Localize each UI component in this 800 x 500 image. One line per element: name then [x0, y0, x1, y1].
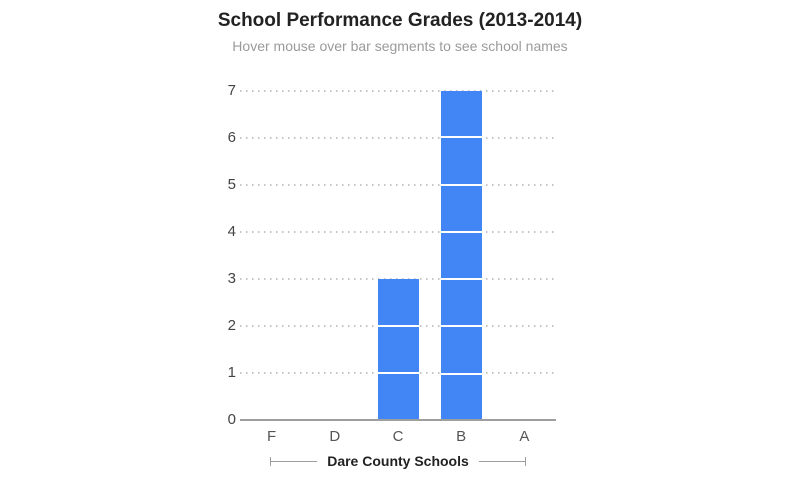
- bar-segment[interactable]: [440, 230, 482, 279]
- bar-segment[interactable]: [440, 136, 482, 184]
- gridline: [240, 231, 556, 233]
- bar-segment[interactable]: [440, 183, 482, 231]
- x-axis-line: [240, 419, 556, 421]
- x-tick-label: A: [519, 428, 530, 445]
- bar-segment[interactable]: [440, 278, 482, 326]
- y-tick-label: 1: [227, 364, 236, 381]
- bracket-left-tick: [270, 456, 271, 466]
- bracket-left-line: [271, 460, 318, 462]
- bar-C: [377, 279, 419, 421]
- bracket-right-tick: [525, 456, 526, 466]
- y-tick-label: 7: [227, 82, 236, 99]
- y-tick-label: 5: [227, 176, 236, 193]
- y-tick-label: 6: [227, 129, 236, 146]
- y-tick-label: 2: [227, 317, 236, 334]
- x-tick-label: B: [456, 428, 467, 445]
- x-axis-title-group: Dare County Schools: [270, 452, 526, 470]
- bar-segment[interactable]: [440, 91, 482, 137]
- bar-segment[interactable]: [377, 324, 419, 373]
- chart-title: School Performance Grades (2013-2014): [217, 10, 583, 31]
- x-tick-label: C: [392, 428, 404, 445]
- bar-segment[interactable]: [377, 279, 419, 325]
- gridline: [240, 184, 556, 186]
- y-tick-label: 0: [227, 411, 236, 428]
- gridline: [240, 90, 556, 92]
- bar-segment[interactable]: [440, 372, 482, 420]
- chart-subtitle: Hover mouse over bar segments to see sch…: [232, 38, 568, 54]
- x-axis-title: Dare County Schools: [327, 453, 469, 469]
- bracket-right-line: [478, 460, 525, 462]
- bar-segment[interactable]: [440, 325, 482, 373]
- y-tick-label: 4: [227, 223, 236, 240]
- bar-B: [440, 91, 482, 420]
- bar-segment[interactable]: [377, 372, 419, 421]
- gridline: [240, 137, 556, 139]
- x-tick-label: F: [267, 428, 277, 445]
- y-tick-label: 3: [227, 270, 236, 287]
- x-tick-label: D: [329, 428, 341, 445]
